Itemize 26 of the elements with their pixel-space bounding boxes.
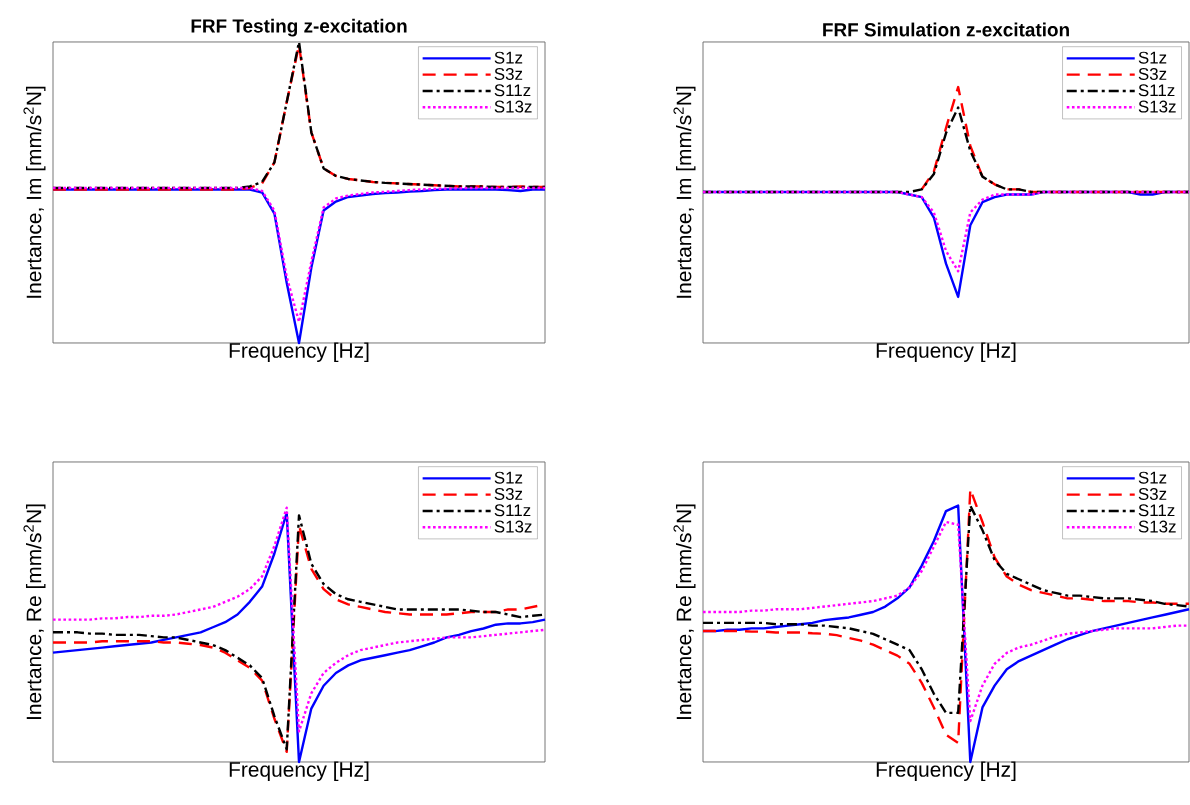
legend-label: S13z bbox=[494, 520, 532, 533]
y-axis-title: Inertance, Re [mm/s$^{2}$N] bbox=[23, 504, 46, 720]
legend-label: S1z bbox=[494, 51, 523, 64]
y-axis-title: Inertance, Im [mm/s$^{2}$N] bbox=[23, 86, 46, 298]
x-axis-title: Frequency [Hz] bbox=[876, 342, 1016, 363]
legend-label: S3z bbox=[494, 67, 523, 80]
legend-label: S3z bbox=[1138, 67, 1167, 80]
chart-title: FRF Simulation z-excitation bbox=[823, 22, 1069, 37]
y-axis-title: Inertance, Re [mm/s$^{2}$N] bbox=[673, 504, 696, 720]
x-axis-title: Frequency [Hz] bbox=[229, 761, 369, 782]
legend-label: S13z bbox=[1138, 100, 1176, 113]
chart-title: FRF Testing z-excitation bbox=[191, 18, 407, 37]
x-axis-title: Frequency [Hz] bbox=[229, 342, 369, 363]
legend-label: S11z bbox=[494, 504, 531, 517]
y-axis-title: Inertance, Im [mm/s$^{2}$N] bbox=[673, 86, 696, 298]
legend-label: S1z bbox=[1138, 51, 1167, 64]
legend-label: S1z bbox=[1138, 471, 1167, 484]
legend-label: S3z bbox=[1138, 487, 1167, 500]
legend-label: S11z bbox=[1138, 84, 1175, 97]
legend-label: S3z bbox=[494, 487, 523, 500]
legend-label: S13z bbox=[494, 100, 532, 113]
legend-label: S13z bbox=[1138, 520, 1176, 533]
legend-label: S11z bbox=[494, 84, 531, 97]
legend-label: S1z bbox=[494, 471, 523, 484]
x-axis-title: Frequency [Hz] bbox=[876, 761, 1016, 782]
legend-label: S11z bbox=[1138, 504, 1175, 517]
